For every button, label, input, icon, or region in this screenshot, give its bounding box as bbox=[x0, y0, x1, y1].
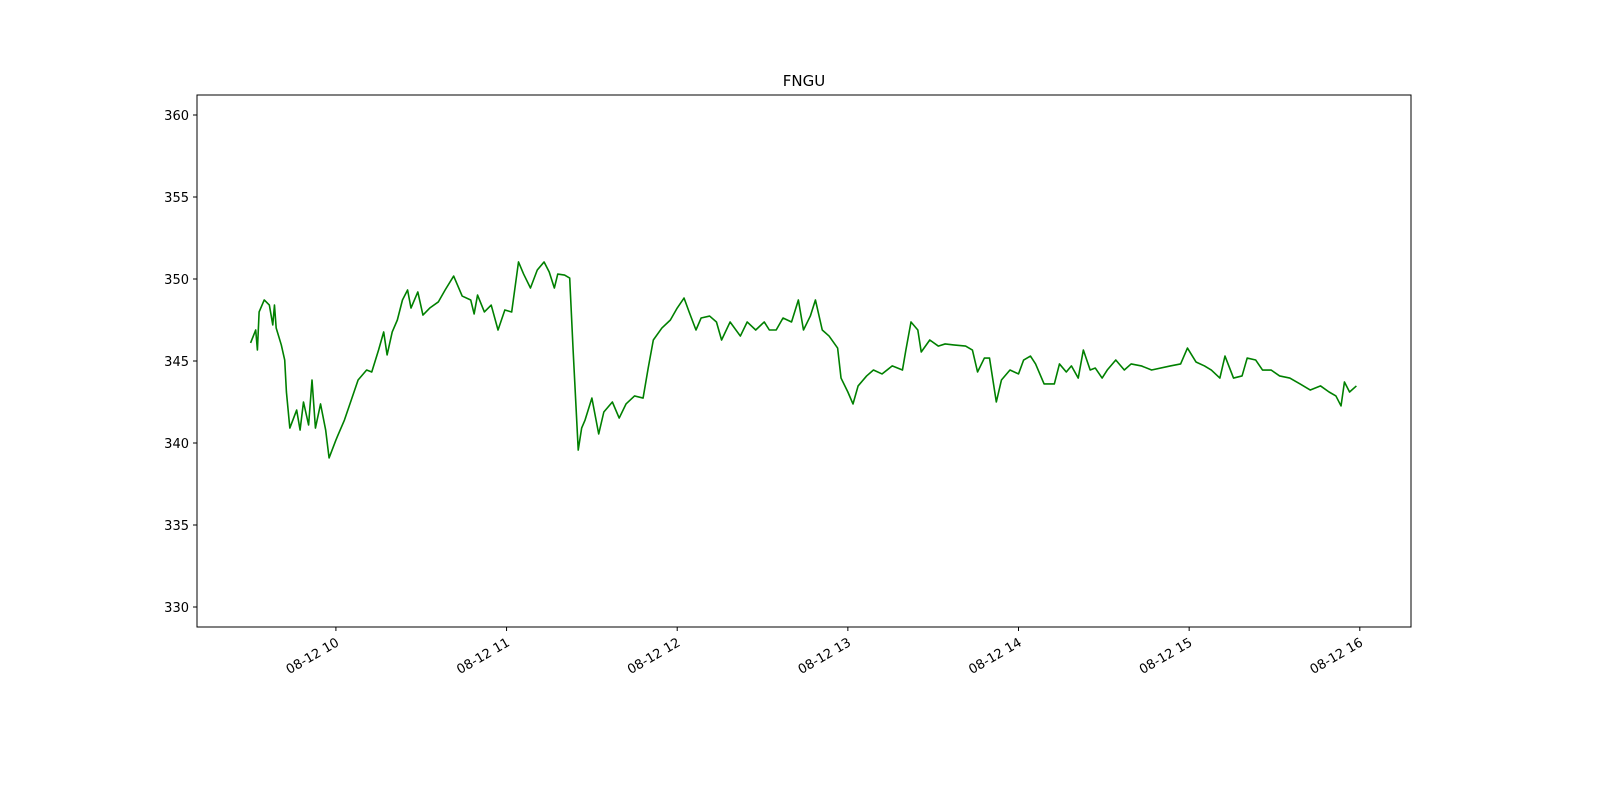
y-tick-label: 355 bbox=[164, 191, 189, 206]
chart-title: FNGU bbox=[783, 72, 825, 90]
y-tick-label: 330 bbox=[164, 601, 189, 616]
y-tick-label: 345 bbox=[164, 355, 189, 370]
y-tick-label: 350 bbox=[164, 273, 189, 288]
y-tick-label: 340 bbox=[164, 437, 189, 452]
plot-frame bbox=[196, 94, 1412, 628]
y-tick-label: 360 bbox=[164, 109, 189, 124]
price-line bbox=[249, 261, 1357, 459]
y-tick-label: 335 bbox=[164, 519, 189, 534]
